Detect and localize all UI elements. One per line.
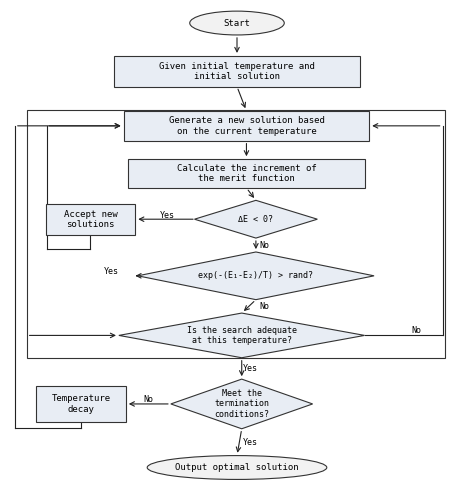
Polygon shape xyxy=(194,200,318,238)
Text: No: No xyxy=(259,241,269,249)
Text: Start: Start xyxy=(224,18,250,27)
FancyBboxPatch shape xyxy=(114,56,360,87)
Polygon shape xyxy=(171,379,313,429)
Text: ΔE < 0?: ΔE < 0? xyxy=(238,215,273,224)
Text: Yes: Yes xyxy=(243,438,258,447)
Text: Temperature
decay: Temperature decay xyxy=(52,394,110,414)
Ellipse shape xyxy=(190,11,284,35)
Text: Generate a new solution based
on the current temperature: Generate a new solution based on the cur… xyxy=(169,116,324,135)
Text: Is the search adequate
at this temperature?: Is the search adequate at this temperatu… xyxy=(187,326,297,345)
Text: Given initial temperature and
initial solution: Given initial temperature and initial so… xyxy=(159,62,315,81)
Text: Yes: Yes xyxy=(160,211,174,220)
Text: exp(-(E₁-E₂)/T) > rand?: exp(-(E₁-E₂)/T) > rand? xyxy=(199,271,313,280)
Text: Yes: Yes xyxy=(104,267,119,276)
Text: Accept new
solutions: Accept new solutions xyxy=(64,210,118,229)
Text: No: No xyxy=(259,302,269,311)
Text: Yes: Yes xyxy=(243,364,258,373)
Ellipse shape xyxy=(147,456,327,480)
FancyBboxPatch shape xyxy=(128,159,365,188)
FancyBboxPatch shape xyxy=(36,386,126,422)
Polygon shape xyxy=(119,313,365,358)
Text: Calculate the increment of
the merit function: Calculate the increment of the merit fun… xyxy=(177,164,316,183)
Text: Meet the
termination
conditions?: Meet the termination conditions? xyxy=(214,389,269,419)
FancyBboxPatch shape xyxy=(124,111,369,141)
FancyBboxPatch shape xyxy=(46,204,136,235)
Text: No: No xyxy=(143,395,153,404)
Text: Output optimal solution: Output optimal solution xyxy=(175,463,299,472)
Text: No: No xyxy=(411,327,421,336)
Polygon shape xyxy=(138,252,374,300)
